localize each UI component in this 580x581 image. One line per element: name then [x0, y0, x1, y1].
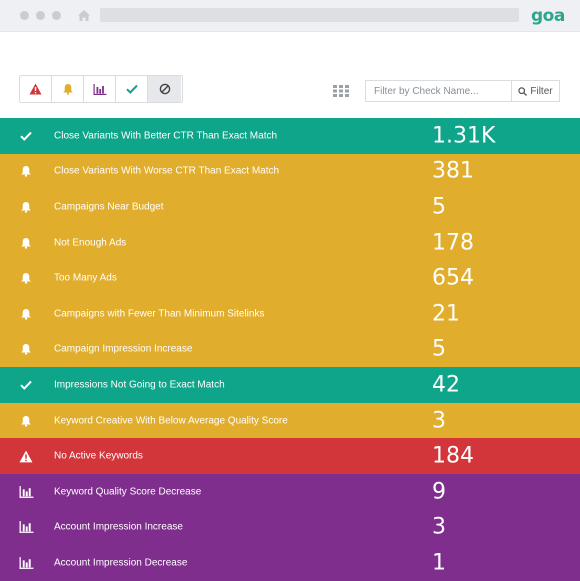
disabled-icon: [159, 83, 170, 95]
status-filter-group: [19, 75, 183, 103]
check-name: Not Enough Ads: [54, 237, 127, 249]
bar-chart-icon: [93, 83, 106, 95]
check-name: Close Variants With Worse CTR Than Exact…: [54, 165, 280, 177]
check-row[interactable]: Account Impression Decrease 1: [0, 545, 580, 581]
check-name-search-input[interactable]: [365, 80, 511, 102]
check-name: Account Impression Decrease: [54, 557, 188, 569]
check-results-list: Close Variants With Better CTR Than Exac…: [0, 118, 580, 581]
check-row[interactable]: Campaign Impression Increase 5: [0, 331, 580, 368]
check-name: Too Many Ads: [54, 272, 117, 284]
check-count: 1.31K: [432, 123, 496, 149]
filter-alert-button[interactable]: [20, 76, 52, 102]
window-maximize-dot[interactable]: [52, 11, 61, 20]
alert-icon: [18, 449, 34, 463]
filter-info-button[interactable]: [84, 76, 116, 102]
home-icon[interactable]: [77, 9, 91, 22]
window-minimize-dot[interactable]: [36, 11, 45, 20]
check-count: 5: [432, 194, 446, 220]
filter-button-label: Filter: [530, 85, 553, 97]
check-count: 21: [432, 301, 460, 327]
check-row[interactable]: Keyword Creative With Below Average Qual…: [0, 402, 580, 439]
check-name: Keyword Quality Score Decrease: [54, 486, 202, 498]
browser-chrome: goa: [0, 0, 580, 32]
check-name: Impressions Not Going to Exact Match: [54, 379, 225, 391]
bar-chart-icon: [18, 556, 34, 570]
check-name: Keyword Creative With Below Average Qual…: [54, 415, 288, 427]
check-name: Campaigns with Fewer Than Minimum Siteli…: [54, 308, 265, 320]
bell-icon: [18, 236, 34, 250]
check-count: 9: [432, 479, 446, 505]
filter-warning-button[interactable]: [52, 76, 84, 102]
check-name: Campaign Impression Increase: [54, 343, 193, 355]
check-count: 5: [432, 336, 446, 362]
filter-none-button[interactable]: [148, 76, 181, 102]
bell-icon: [62, 84, 73, 95]
filter-success-button[interactable]: [116, 76, 148, 102]
bell-icon: [18, 307, 34, 321]
check-count: 381: [432, 158, 474, 184]
bar-chart-icon: [18, 520, 34, 534]
check-row[interactable]: No Active Keywords 184: [0, 438, 580, 474]
bell-icon: [18, 271, 34, 285]
check-row[interactable]: Campaigns Near Budget 5: [0, 189, 580, 225]
check-name: Close Variants With Better CTR Than Exac…: [54, 130, 278, 142]
window-close-dot[interactable]: [20, 11, 29, 20]
search-icon: [518, 86, 528, 96]
check-count: 184: [432, 443, 474, 469]
check-row[interactable]: Account Impression Increase 3: [0, 509, 580, 546]
bell-icon: [18, 164, 34, 178]
check-count: 178: [432, 230, 474, 256]
check-count: 3: [432, 514, 446, 540]
check-row[interactable]: Too Many Ads 654: [0, 260, 580, 296]
check-icon: [125, 84, 138, 94]
bell-icon: [18, 342, 34, 356]
check-row[interactable]: Close Variants With Worse CTR Than Exact…: [0, 153, 580, 190]
check-count: 42: [432, 372, 460, 398]
alert-icon: [29, 83, 42, 95]
check-row[interactable]: Not Enough Ads 178: [0, 224, 580, 261]
bar-chart-icon: [18, 485, 34, 499]
check-icon: [18, 378, 34, 392]
check-row[interactable]: Keyword Quality Score Decrease 9: [0, 473, 580, 510]
grid-view-icon[interactable]: [333, 85, 349, 97]
address-bar[interactable]: [100, 8, 519, 22]
check-name: Campaigns Near Budget: [54, 201, 164, 213]
check-name: No Active Keywords: [54, 450, 143, 462]
check-row[interactable]: Impressions Not Going to Exact Match 42: [0, 367, 580, 403]
check-row[interactable]: Close Variants With Better CTR Than Exac…: [0, 118, 580, 154]
check-count: 1: [432, 550, 446, 576]
check-icon: [18, 129, 34, 143]
brand-logo: goa: [531, 6, 565, 26]
check-row[interactable]: Campaigns with Fewer Than Minimum Siteli…: [0, 295, 580, 332]
bell-icon: [18, 200, 34, 214]
check-count: 654: [432, 265, 474, 291]
check-count: 3: [432, 408, 446, 434]
bell-icon: [18, 414, 34, 428]
check-name: Account Impression Increase: [54, 521, 183, 533]
filter-button[interactable]: Filter: [511, 80, 560, 102]
